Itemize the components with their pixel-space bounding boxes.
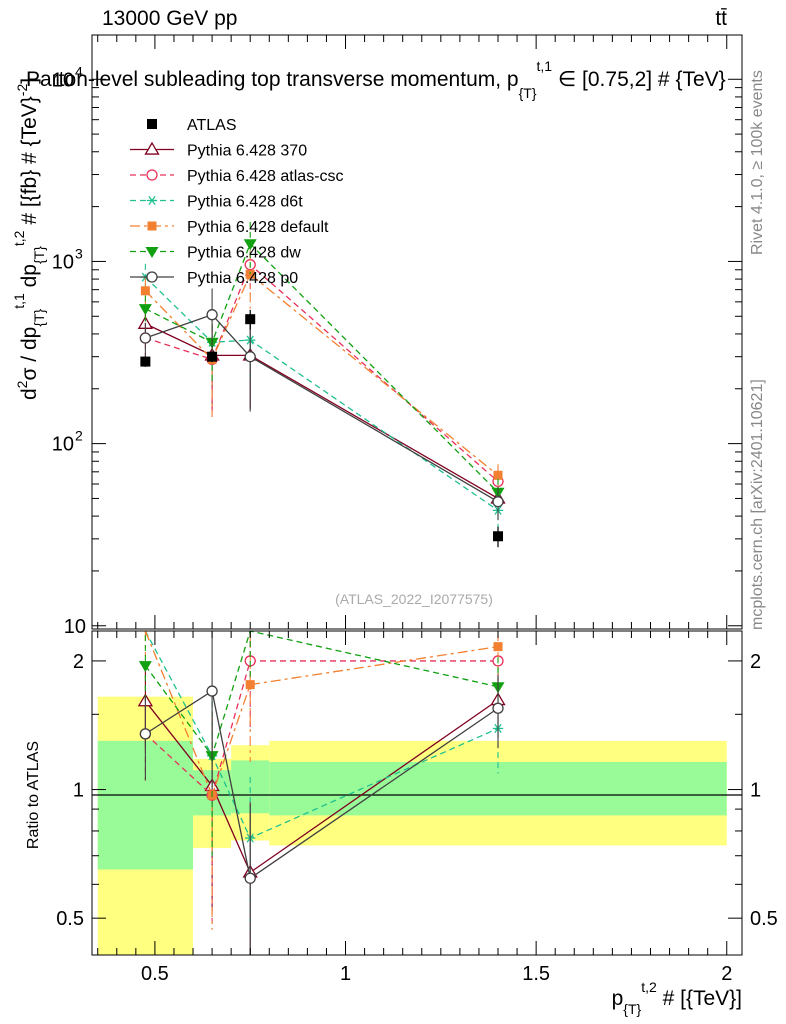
- ratio-plot-frame: [91, 630, 743, 956]
- series-4-marker: [243, 239, 257, 251]
- main-title: Parton-level subleading top transverse m…: [26, 58, 726, 101]
- y-tick-label: 10: [52, 69, 74, 91]
- svg-text:d2σ / dp{T}t,1 dp{T}t,2 # [{fb: d2σ / dp{T}t,1 dp{T}t,2 # [{fb} # {TeV}-…: [11, 78, 47, 400]
- series-3-marker: [493, 470, 503, 480]
- legend-label-4: Pythia 6.428 dw: [187, 245, 301, 262]
- atlas-data-point: [207, 351, 218, 362]
- legend: ATLAS Pythia 6.428 370 Pythia 6.428 atlas-…: [130, 117, 344, 287]
- series-5-marker: [139, 332, 152, 344]
- series-2-line: [144, 276, 499, 511]
- ratio-series-5-marker: [492, 702, 504, 714]
- rivet-version-label: Rivet 4.1.0, ≥ 100k events: [749, 70, 766, 255]
- y-tick-exponent: 2: [75, 428, 83, 444]
- ratio-series-5-line: [145, 690, 499, 880]
- ratio-panel: 0.5 0.51 12 2 0.5 1 1.5 2 Ratio to ATLAS p{T}t…: [25, 630, 778, 1017]
- series-4-line: [145, 242, 499, 493]
- legend-atlas-label: ATLAS: [187, 117, 237, 134]
- series-5-marker: [244, 351, 256, 363]
- legend-marker-5: [146, 271, 158, 283]
- main-plot-frame: [91, 34, 743, 630]
- ratio-y-tick-label-left: 2: [73, 651, 84, 673]
- title-main-text: Parton-level subleading top transverse m…: [26, 68, 519, 91]
- legend-atlas-marker: [147, 119, 157, 129]
- legend-label-3: Pythia 6.428 default: [187, 219, 329, 236]
- atlas-data-point: [245, 314, 256, 325]
- legend-marker-0: [144, 141, 160, 155]
- y-tick-exponent: 3: [75, 245, 83, 261]
- title-superscript: t,1: [537, 58, 553, 74]
- legend-marker-2: [146, 195, 158, 206]
- legend-marker-2-stroke-2: [148, 195, 156, 206]
- title-tail: ∈ [0.75,2] # {TeV}: [552, 68, 726, 91]
- series-1-line: [145, 263, 499, 482]
- title-subscript: {T}: [519, 85, 537, 101]
- ratio-series-1-line: [144, 660, 499, 797]
- series-4-marker: [138, 304, 152, 316]
- y-tick-label: 10: [64, 616, 86, 638]
- ratio-series-4-marker: [138, 661, 152, 673]
- main-y-axis-label: d2σ / dp{T}t,1 dp{T}t,2 # [{fb} # {TeV}-…: [11, 78, 47, 400]
- ratio-series-2-line: [144, 630, 499, 839]
- series-5-line: [145, 313, 499, 503]
- ratio-inner-band: [269, 762, 727, 816]
- ratio-y-axis-label: Ratio to ATLAS: [25, 741, 42, 849]
- y-tick-label: 10: [52, 251, 74, 273]
- ratio-y-tick-label-left: 1: [73, 780, 84, 802]
- y-tick-exponent: 4: [75, 63, 83, 79]
- x-tick-label: 1: [340, 963, 351, 985]
- atlas-data-point: [493, 531, 504, 542]
- atlas-data-point: [140, 356, 151, 367]
- ratio-series-5-marker: [244, 872, 256, 884]
- legend-label-1: Pythia 6.428 atlas-csc: [187, 168, 344, 185]
- series-3-marker: [140, 286, 150, 296]
- legend-marker-3: [147, 221, 157, 231]
- ratio-series-5-marker: [206, 685, 218, 697]
- process-label: tt̄: [715, 7, 727, 30]
- legend-marker-4: [145, 246, 159, 258]
- ratio-y-tick-label-right: 0.5: [750, 908, 778, 930]
- legend-marker-1: [146, 169, 158, 181]
- series-5-marker: [492, 496, 504, 508]
- series-0-line: [145, 323, 499, 500]
- ratio-series-3-marker: [493, 642, 503, 652]
- x-tick-label: 1.5: [522, 963, 550, 985]
- series-5-marker: [206, 309, 218, 321]
- ratio-y-tick-label-left: 0.5: [56, 908, 84, 930]
- ratio-y-tick-label-right: 2: [750, 651, 761, 673]
- ratio-series-3-marker: [245, 680, 255, 690]
- series-3-line: [144, 273, 499, 476]
- legend-label-5: Pythia 6.428 p0: [187, 270, 298, 287]
- ratio-series-5-marker: [139, 728, 152, 740]
- mcplots-url-label: mcplots.cern.ch [arXiv:2401.10621]: [749, 379, 766, 630]
- legend-label-0: Pythia 6.428 370: [187, 143, 307, 160]
- x-tick-label: 0.5: [141, 963, 169, 985]
- analysis-watermark: (ATLAS_2022_I2077575): [335, 591, 493, 607]
- y-tick-label: 10: [52, 434, 74, 456]
- x-tick-label: 2: [721, 963, 732, 985]
- svg-text:Parton-level subleading top tr: Parton-level subleading top transverse m…: [26, 58, 726, 101]
- ratio-y-tick-label-right: 1: [750, 780, 761, 802]
- ratio-series-0-line: [144, 699, 499, 874]
- legend-label-2: Pythia 6.428 d6t: [187, 194, 303, 211]
- energy-label: 13000 GeV pp: [102, 7, 237, 30]
